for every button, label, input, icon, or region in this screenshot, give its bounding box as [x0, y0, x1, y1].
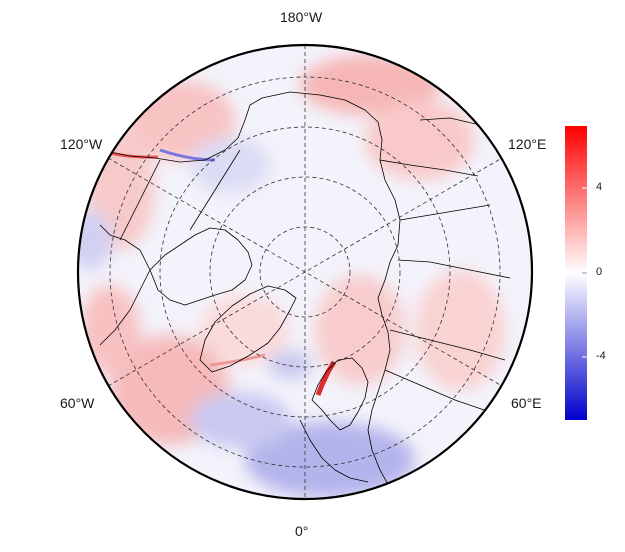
colorbar-tick-label-0: 0 [596, 266, 603, 278]
cool-patch-canada [78, 210, 112, 270]
lon-label-180w: 180°W [280, 9, 323, 25]
cool-patch-greenland-sea [268, 351, 312, 379]
lon-label-120w: 120°W [60, 136, 103, 152]
cool-patch-atlantic [190, 392, 290, 448]
alaska-coast [109, 97, 263, 163]
warm-streak-greenland-south [209, 353, 266, 367]
cool-streak-aleutians [159, 148, 216, 162]
warm-patch-greenland [200, 295, 290, 365]
cool-patch-europe [245, 422, 415, 498]
cool-patch-pacific-arctic [190, 137, 270, 193]
greenland-outline [199, 285, 297, 373]
warm-patch-labrador [80, 285, 140, 375]
warm-patch-nordic [315, 275, 405, 385]
lon-label-60e: 60°E [511, 395, 542, 411]
anomaly-field [78, 45, 532, 499]
lon-label-60w: 60°W [60, 395, 95, 411]
warm-patch-siberia [365, 100, 475, 180]
map-border [76, 43, 534, 501]
meridian-120w-60e [107, 157, 503, 387]
warm-patch-north-pacific [300, 55, 440, 115]
graticule [107, 45, 503, 499]
colorbar-tick-label-neg4: -4 [596, 350, 606, 362]
scandinavia-outline [311, 357, 369, 431]
colorbar [565, 126, 587, 420]
lon-label-0: 0° [295, 523, 309, 539]
colorbar-gradient [565, 126, 587, 420]
canadian-archipelago-outline [149, 227, 253, 306]
europe-coast [299, 297, 391, 489]
lon-label-120e: 120°E [508, 136, 547, 152]
north-america-coast [99, 224, 151, 346]
warm-patch-east [415, 270, 505, 390]
colorbar-tick-label-4: 4 [596, 181, 603, 193]
north-america-borders [119, 149, 241, 241]
